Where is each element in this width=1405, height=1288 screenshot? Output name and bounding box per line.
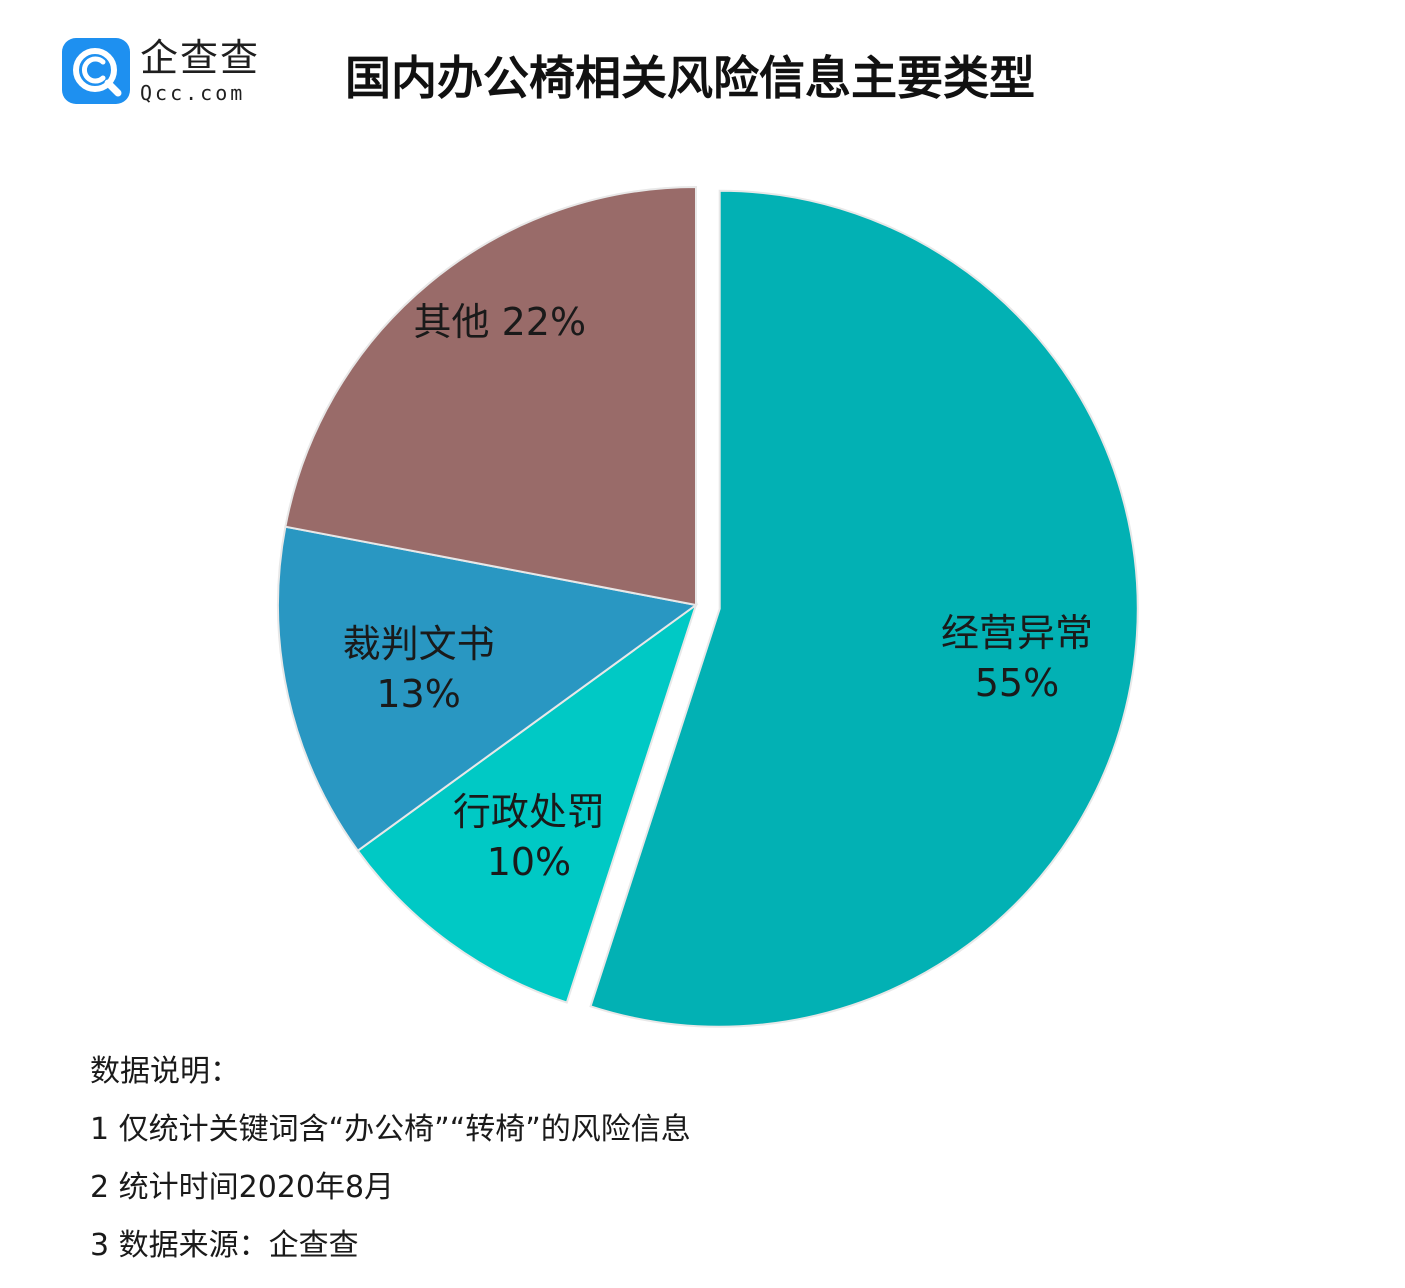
brand-name-cn: 企查查 [140,36,261,80]
pie-label-1: 经营异常 55% [941,611,1093,705]
pie-label-3: 裁判文书 13% [343,622,495,716]
pie-label-value: 55% [975,661,1059,705]
chart-title: 国内办公椅相关风险信息主要类型 [345,51,1035,105]
brand-name-en: Qcc.com [140,81,246,105]
pie-label-name: 行政处罚 [453,790,605,834]
pie-slice-1 [589,189,1139,1028]
pie-label-value: 10% [487,840,571,884]
notes-heading: 数据说明： [90,1054,240,1089]
pie-slice-2 [356,602,698,1004]
pie-label-name: 裁判文书 [343,622,495,666]
notes-line-3: 3 数据来源：企查查 [90,1228,359,1263]
magnifier-c-icon [62,38,130,104]
notes-line-1: 1 仅统计关键词含“办公椅”“转椅”的风险信息 [90,1112,691,1147]
pie-label-2: 行政处罚 10% [453,790,605,884]
data-notes: 数据说明： 1 仅统计关键词含“办公椅”“转椅”的风险信息 2 统计时间2020… [90,1052,691,1284]
pie-label-4: 其他 22% [414,300,587,344]
notes-line-2: 2 统计时间2020年8月 [90,1170,395,1205]
pie-label-value: 13% [376,672,460,716]
pie-label-name: 经营异常 [941,611,1093,655]
pie-slice-3 [277,525,699,853]
pie-chart: 经营异常 55% 行政处罚 10% 裁判文书 13% 其他 22% [277,185,1139,1028]
qcc-logo: 企查查 Qcc.com [62,38,260,104]
pie-slice-4 [284,185,697,607]
